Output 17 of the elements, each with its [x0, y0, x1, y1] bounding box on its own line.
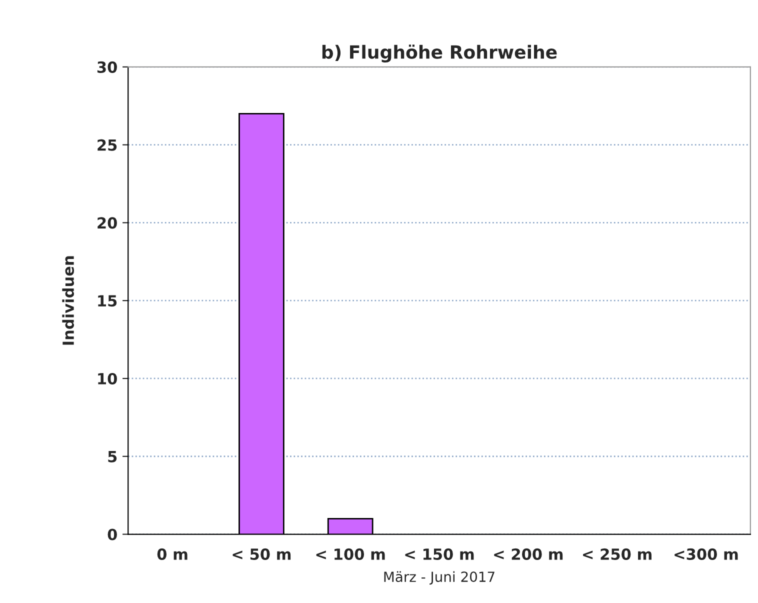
x-tick-label: 0 m — [157, 548, 188, 560]
x-axis-title: März - Juni 2017 — [384, 571, 494, 585]
y-tick-label: 5 — [108, 451, 117, 462]
x-tick-label: <300 m — [674, 548, 738, 560]
y-tick-label: 10 — [98, 372, 117, 385]
chart-title: b) Flughöhe Rohrweihe — [322, 44, 557, 62]
x-tick-label: < 200 m — [494, 548, 563, 560]
y-tick-label: 15 — [98, 295, 117, 307]
y-tick-label: 25 — [98, 139, 117, 151]
y-tick-label: 20 — [98, 217, 117, 229]
y-tick-label: 30 — [97, 61, 117, 73]
x-tick-label: < 50 m — [232, 548, 291, 560]
x-tick-label: < 250 m — [583, 548, 652, 560]
x-tick-label: < 150 m — [405, 548, 474, 560]
y-axis-title: Individuen — [62, 256, 74, 345]
x-tick-label: < 100 m — [316, 548, 385, 560]
y-tick-label: 0 — [108, 528, 117, 540]
